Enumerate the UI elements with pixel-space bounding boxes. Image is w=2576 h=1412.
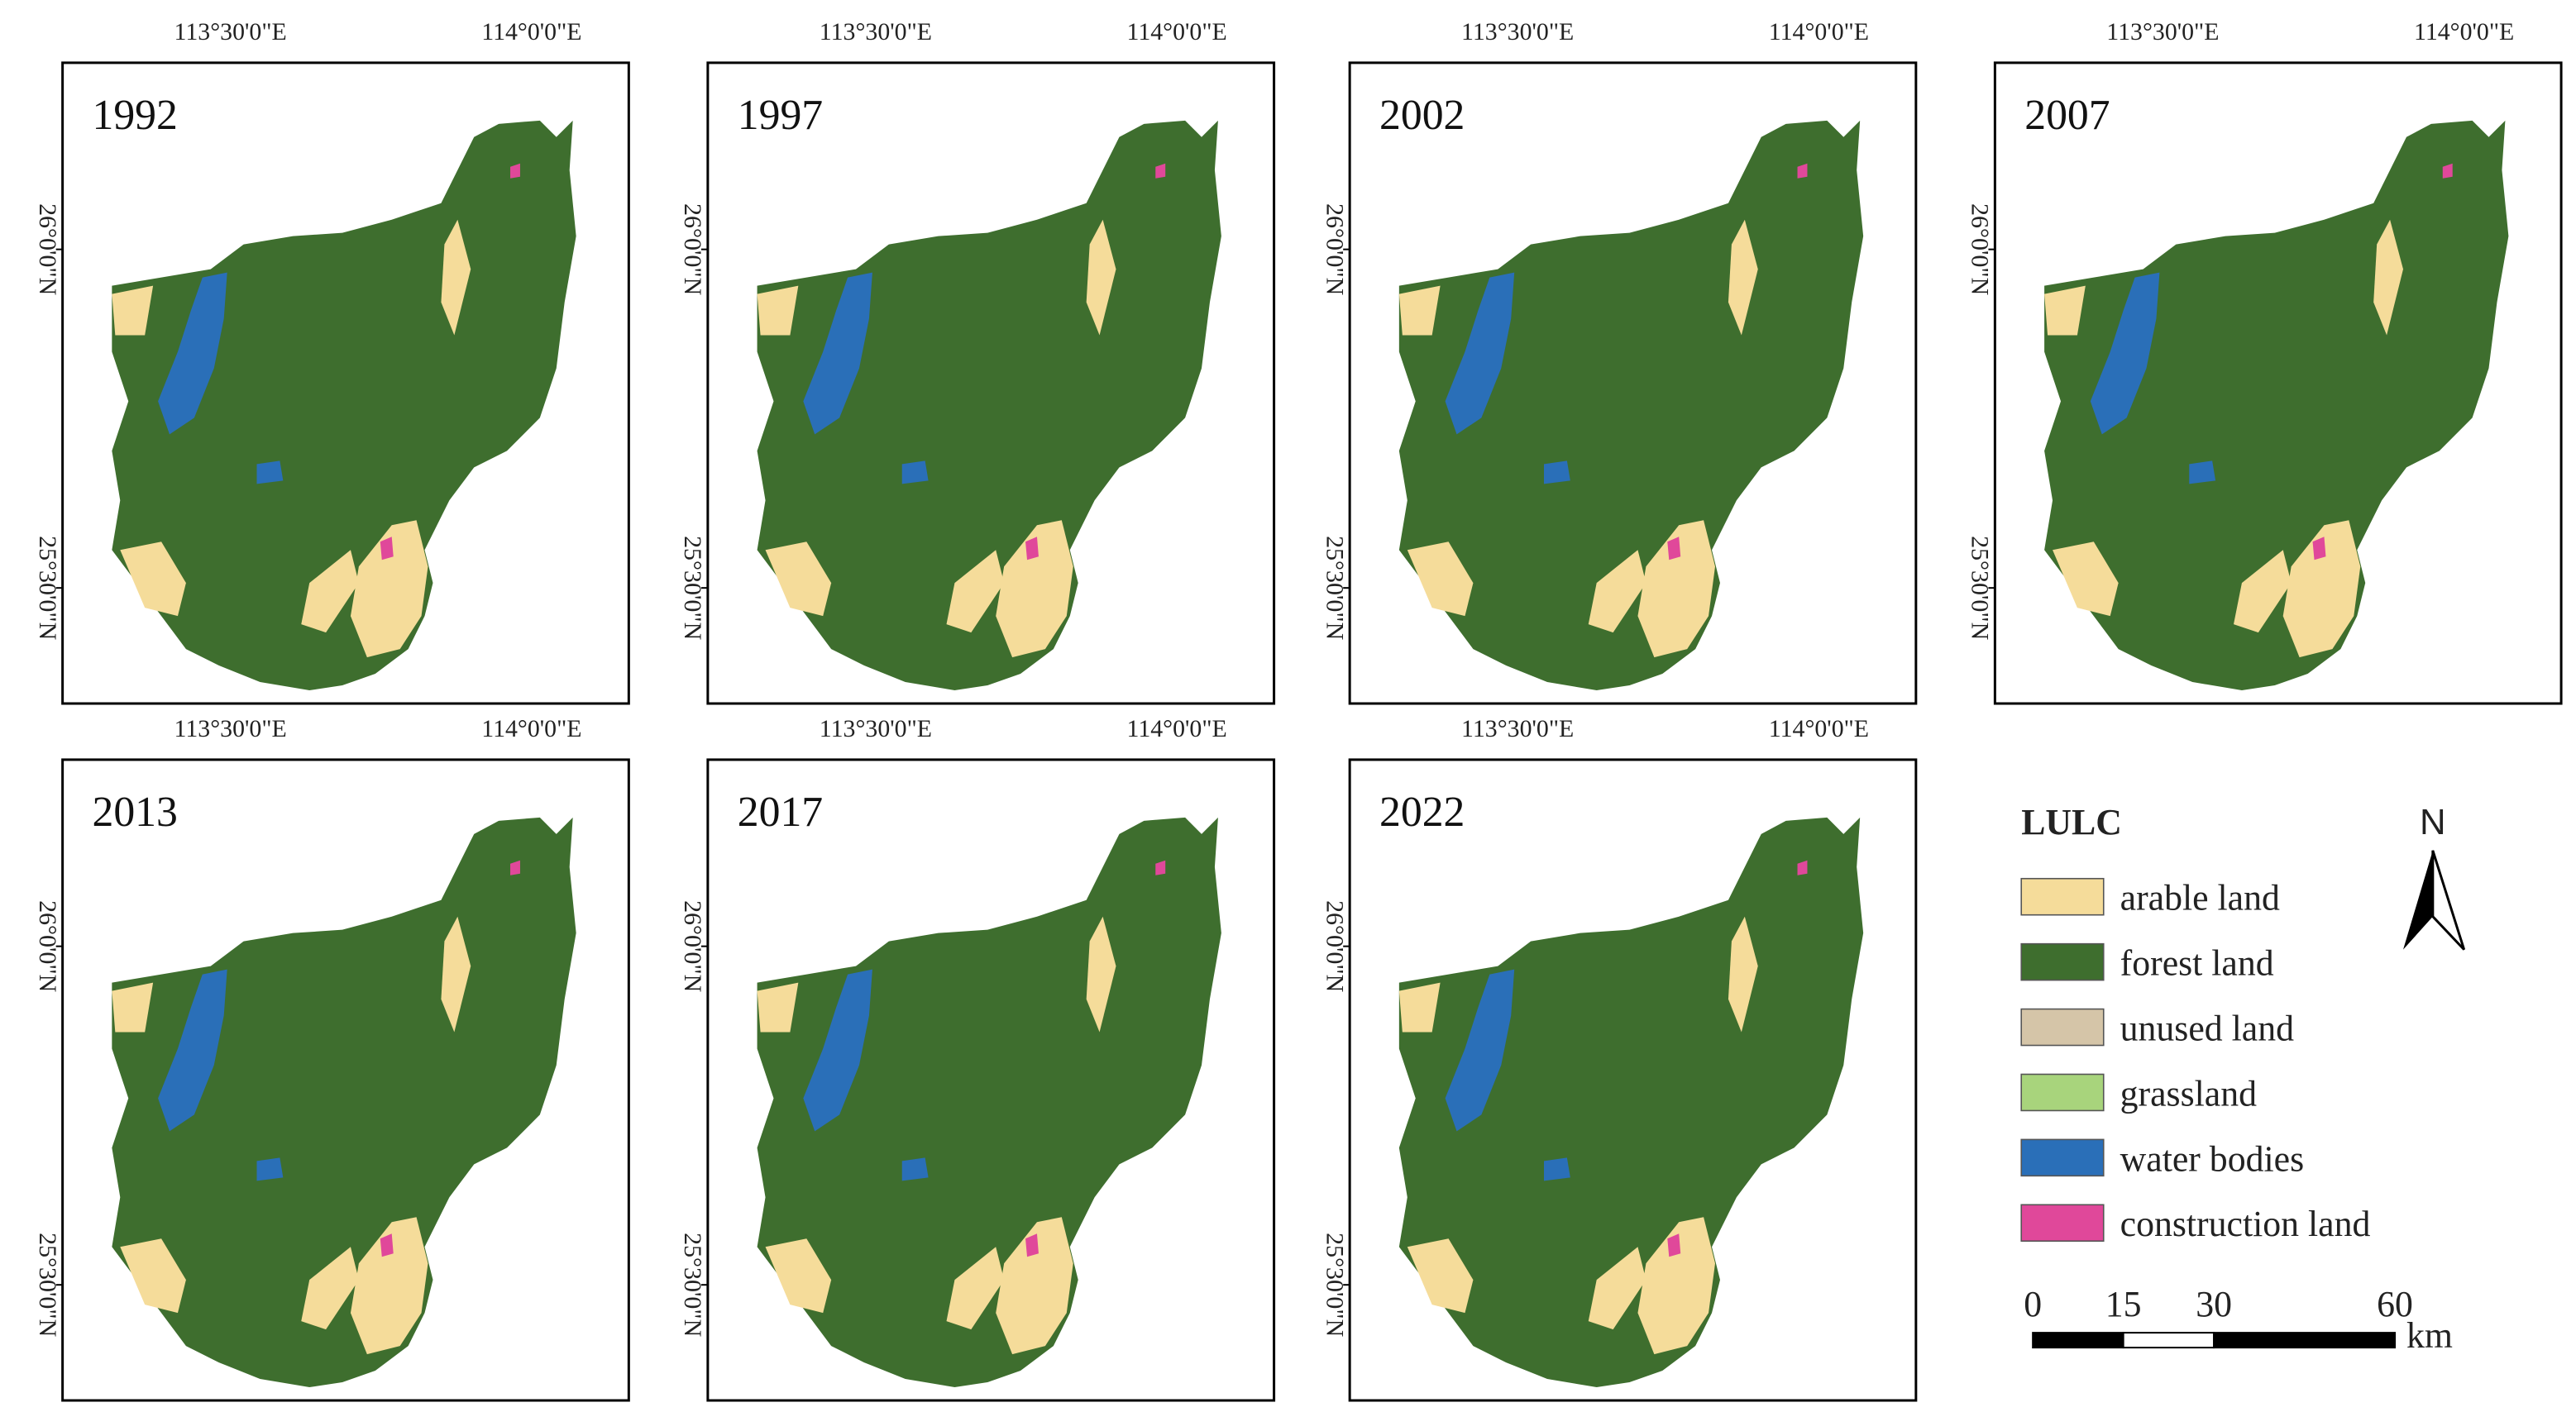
scale-label: 30 [2196, 1285, 2232, 1324]
legend-swatch [2020, 1073, 2105, 1112]
lon-label: 113°30'0"E [1461, 18, 1574, 45]
lon-label: 114°0'0"E [1127, 715, 1227, 742]
lon-label: 114°0'0"E [1127, 18, 1227, 45]
legend-swatch [2020, 1008, 2105, 1047]
legend-label: water bodies [2120, 1139, 2304, 1179]
legend-swatch [2020, 1138, 2105, 1177]
scale-unit: km [2406, 1316, 2453, 1356]
north-arrow: N [2403, 802, 2466, 951]
scale-label: 60 [2377, 1285, 2413, 1324]
legend-label: construction land [2120, 1204, 2371, 1244]
lon-label: 114°0'0"E [1769, 18, 1869, 45]
year-label: 1997 [738, 92, 823, 139]
lon-label: 113°30'0"E [820, 18, 932, 45]
arrow-left [2403, 850, 2433, 950]
scale-label: 0 [2024, 1285, 2042, 1324]
scale-label: 15 [2105, 1285, 2142, 1324]
legend: LULC arable land forest land unused land gr… [2020, 803, 2371, 1244]
lon-label: 114°0'0"E [2414, 18, 2514, 45]
year-label: 2007 [2024, 92, 2110, 139]
lon-label: 113°30'0"E [174, 18, 287, 45]
lon-label: 113°30'0"E [2106, 18, 2219, 45]
scale-segment [2213, 1332, 2397, 1349]
legend-title: LULC [2021, 803, 2122, 842]
legend-label: unused land [2120, 1009, 2294, 1048]
lon-label: 114°0'0"E [1769, 715, 1869, 742]
legend-swatch [2020, 877, 2105, 916]
year-label: 2002 [1379, 92, 1465, 139]
legend-swatch [2020, 1204, 2105, 1243]
lon-label: 113°30'0"E [174, 715, 287, 742]
legend-label: arable land [2120, 879, 2280, 918]
lon-label: 113°30'0"E [820, 715, 932, 742]
legend-label: forest land [2120, 944, 2274, 984]
legend-label: grassland [2120, 1074, 2257, 1114]
north-label: N [2420, 802, 2446, 842]
year-label: 1992 [92, 92, 177, 139]
year-label: 2022 [1379, 789, 1465, 836]
arrow-right [2431, 850, 2466, 951]
scale-segment [2122, 1332, 2215, 1349]
lon-label: 114°0'0"E [481, 715, 581, 742]
lon-label: 114°0'0"E [481, 18, 581, 45]
scale-segment [2032, 1332, 2124, 1349]
year-label: 2017 [738, 789, 823, 836]
lon-label: 113°30'0"E [1461, 715, 1574, 742]
year-label: 2013 [92, 789, 177, 836]
legend-swatch [2020, 942, 2105, 981]
